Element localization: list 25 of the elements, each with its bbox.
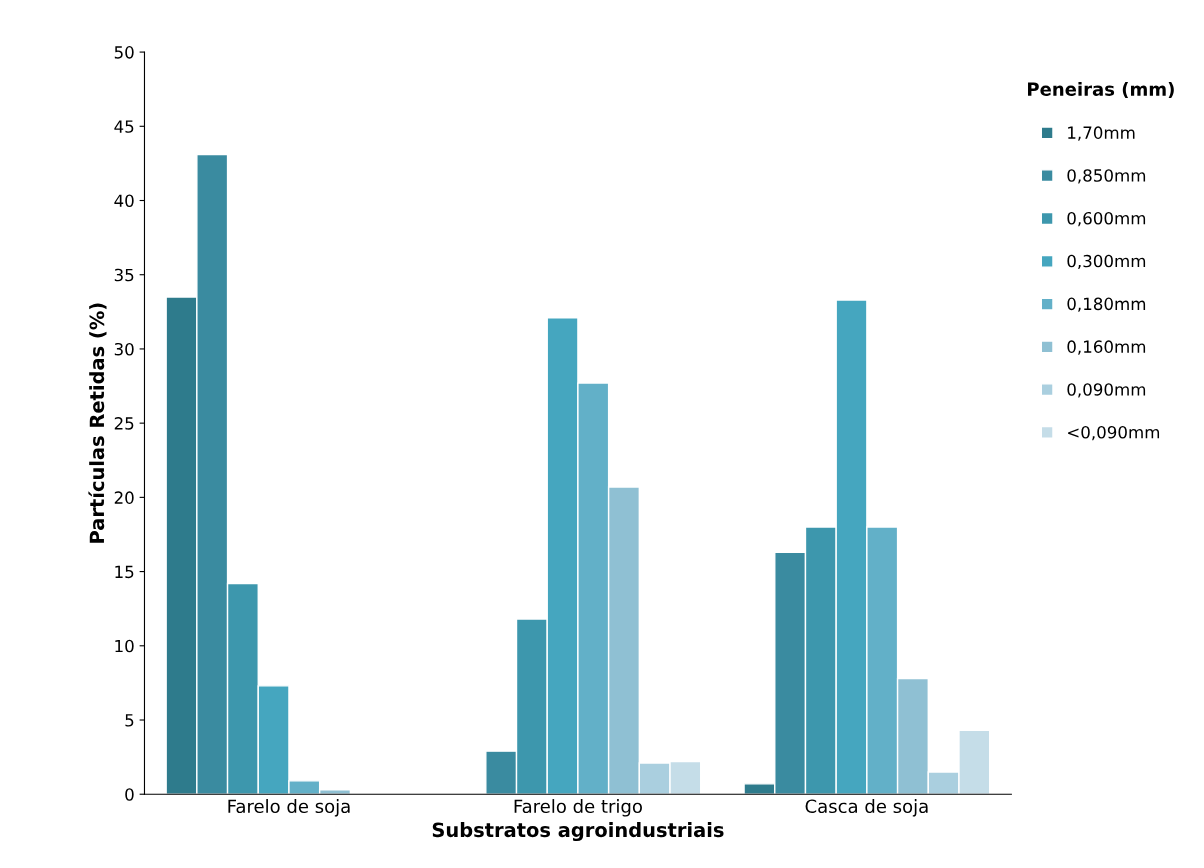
legend-label: 0,090mm [1067,383,1146,398]
y-tick-label: 10 [115,639,134,653]
y-tick-label: 25 [114,417,134,430]
x-tick-label: Farelo de trigo [514,799,642,817]
legend-label: 0,160mm [1067,340,1146,355]
y-tick-label: 30 [114,342,134,356]
legend-title: Peneiras (mm) [1028,81,1174,99]
y-tick-label: 35 [114,268,134,282]
y-tick-label: 20 [114,491,134,504]
legend-label: 0,180mm [1067,297,1146,312]
x-axis-title: Substratos agroindustriais [432,822,724,842]
y-tick-label: 0 [125,788,134,801]
legend-label: 0,850mm [1067,169,1146,184]
x-tick-label: Farelo de soja [228,799,350,817]
x-tick-label: Casca de soja [805,799,928,817]
legend-label: 1,70mm [1068,126,1135,141]
y-tick-label: 50 [114,46,134,59]
y-tick-label: 45 [114,120,134,133]
legend-label: <0,090mm [1068,425,1160,441]
y-tick-label: 5 [125,714,134,727]
legend-label: 0,300mm [1067,254,1146,270]
y-tick-label: 15 [115,565,134,579]
y-tick-label: 40 [114,194,134,208]
legend-label: 0,600mm [1067,211,1146,227]
y-axis-title: Partículas Retidas (%) [88,303,107,543]
